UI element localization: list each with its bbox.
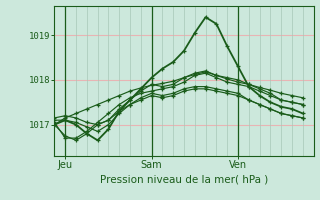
X-axis label: Pression niveau de la mer( hPa ): Pression niveau de la mer( hPa ): [100, 174, 268, 184]
